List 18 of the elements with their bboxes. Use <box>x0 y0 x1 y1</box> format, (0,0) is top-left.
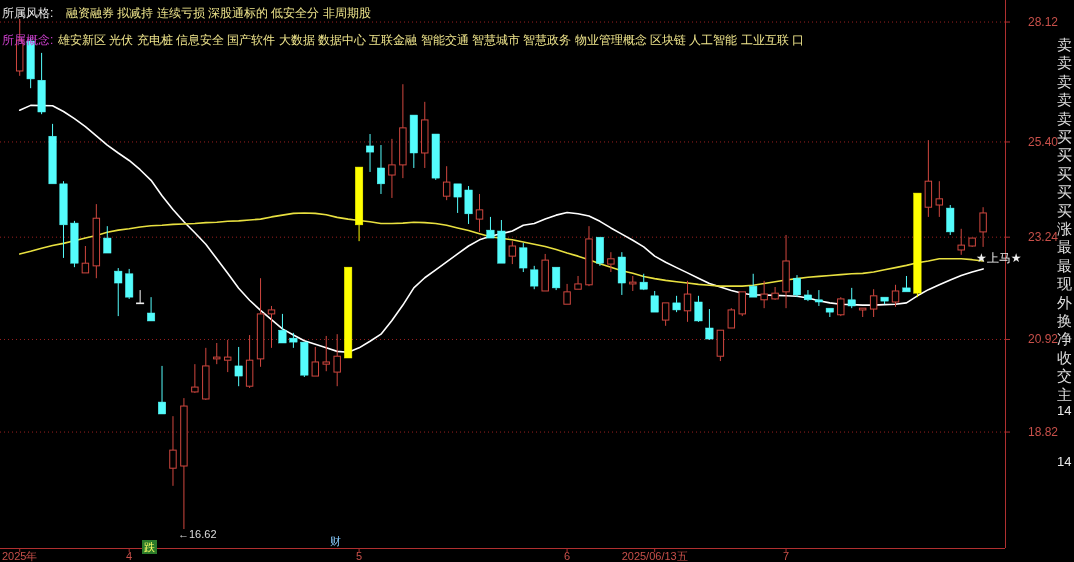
x-tick-label: 2025/06/13五 <box>621 550 688 562</box>
x-tick-label: 5 <box>356 550 363 562</box>
x-tick-label: 2025年 <box>1 550 38 562</box>
annotation: 财 <box>330 535 341 547</box>
x-tick-label: 6 <box>564 550 571 562</box>
annotation: 雄安新区 光伏 充电桩 信息安全 国产软件 大数据 数据中心 互联金融 智能交通 智慧城市 智慧政务 物业管理概念 区块链 人工智能 工业互联 口 <box>57 33 805 47</box>
y-tick-label: 23.24 <box>1027 230 1059 245</box>
y-tick-label: 18.82 <box>1027 425 1059 440</box>
x-tick-label: 4 <box>126 550 133 562</box>
y-tick-label: 28.12 <box>1027 15 1059 30</box>
annotation: ←16.62 <box>178 528 217 540</box>
annotation: 融资融券 拟减持 连续亏损 深股通标的 低安全分 非周期股 <box>66 6 371 20</box>
annotation: 跌 <box>144 541 155 553</box>
x-tick-label: 7 <box>782 550 790 562</box>
annotation: 所属风格: <box>2 6 54 20</box>
text: 14 <box>1057 454 1072 469</box>
text: 14 <box>1057 403 1072 418</box>
y-tick-label: 25.40 <box>1027 134 1059 149</box>
